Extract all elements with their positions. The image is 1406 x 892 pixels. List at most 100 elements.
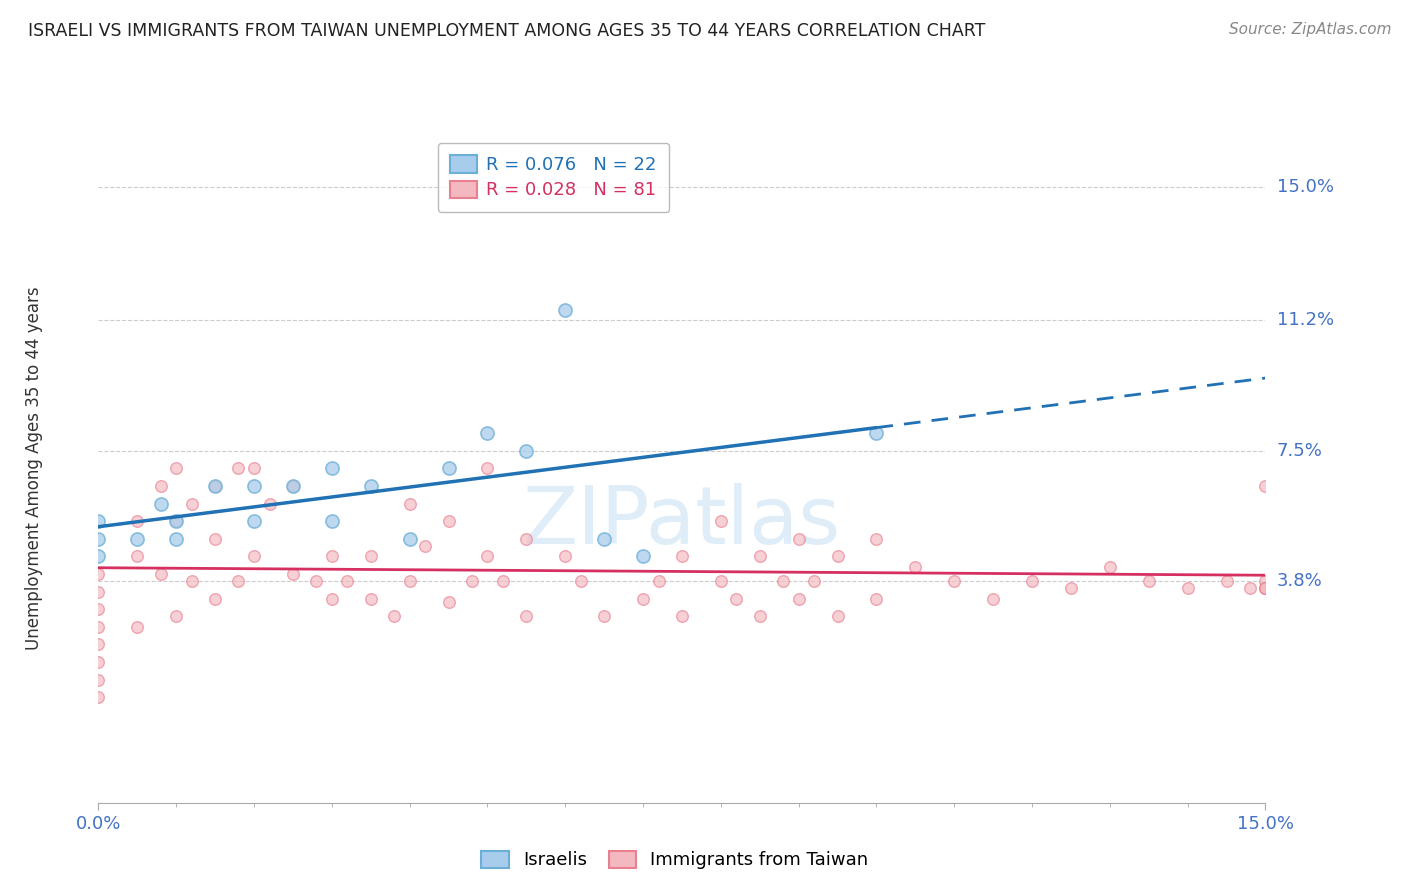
Point: [228, 461, 250, 475]
Point: [631, 591, 654, 606]
Point: [321, 549, 343, 564]
Point: [1254, 479, 1277, 493]
Point: [204, 532, 226, 546]
Point: [787, 532, 810, 546]
Point: [593, 609, 616, 624]
Point: [127, 620, 149, 634]
Point: [259, 496, 281, 510]
Point: [243, 461, 266, 475]
Point: [725, 591, 748, 606]
Point: [87, 566, 110, 581]
Point: [87, 690, 110, 705]
Text: 11.2%: 11.2%: [1277, 311, 1334, 329]
Text: 15.0%: 15.0%: [1277, 178, 1333, 195]
Point: [87, 584, 110, 599]
Point: [554, 302, 576, 317]
Point: [281, 479, 304, 493]
Point: [127, 549, 149, 564]
Point: [437, 514, 460, 528]
Point: [1060, 581, 1083, 595]
Point: [165, 609, 187, 624]
Point: [149, 496, 172, 510]
Point: [413, 539, 436, 553]
Point: [149, 566, 172, 581]
Point: [87, 637, 110, 651]
Point: [631, 549, 654, 564]
Point: [204, 479, 226, 493]
Text: Unemployment Among Ages 35 to 44 years: Unemployment Among Ages 35 to 44 years: [25, 286, 44, 650]
Point: [243, 549, 266, 564]
Point: [281, 566, 304, 581]
Point: [336, 574, 359, 588]
Text: 7.5%: 7.5%: [1277, 442, 1323, 459]
Point: [710, 574, 733, 588]
Point: [748, 609, 770, 624]
Legend: R = 0.076   N = 22, R = 0.028   N = 81: R = 0.076 N = 22, R = 0.028 N = 81: [437, 143, 669, 212]
Point: [360, 591, 382, 606]
Point: [904, 560, 927, 574]
Legend: Israelis, Immigrants from Taiwan: Israelis, Immigrants from Taiwan: [472, 842, 877, 879]
Point: [803, 574, 825, 588]
Point: [437, 595, 460, 609]
Point: [1254, 581, 1277, 595]
Point: [787, 591, 810, 606]
Point: [461, 574, 484, 588]
Point: [87, 673, 110, 687]
Point: [87, 514, 110, 528]
Point: [165, 532, 187, 546]
Point: [477, 461, 499, 475]
Point: [671, 609, 693, 624]
Point: [321, 514, 343, 528]
Point: [671, 549, 693, 564]
Point: [127, 514, 149, 528]
Point: [321, 591, 343, 606]
Point: [1215, 574, 1237, 588]
Point: [243, 514, 266, 528]
Point: [515, 609, 537, 624]
Point: [515, 532, 537, 546]
Point: [149, 479, 172, 493]
Point: [710, 514, 733, 528]
Point: [569, 574, 592, 588]
Point: [165, 514, 187, 528]
Point: [772, 574, 794, 588]
Point: [321, 461, 343, 475]
Point: [243, 479, 266, 493]
Point: [477, 549, 499, 564]
Point: [477, 426, 499, 441]
Point: [827, 609, 849, 624]
Text: Source: ZipAtlas.com: Source: ZipAtlas.com: [1229, 22, 1392, 37]
Point: [1254, 581, 1277, 595]
Point: [943, 574, 966, 588]
Point: [1254, 581, 1277, 595]
Point: [204, 591, 226, 606]
Point: [1254, 574, 1277, 588]
Point: [180, 496, 202, 510]
Point: [865, 532, 887, 546]
Point: [1137, 574, 1160, 588]
Point: [398, 574, 420, 588]
Point: [204, 479, 226, 493]
Point: [554, 549, 576, 564]
Point: [87, 655, 110, 669]
Point: [360, 479, 382, 493]
Point: [165, 514, 187, 528]
Point: [1239, 581, 1261, 595]
Point: [398, 496, 420, 510]
Point: [360, 549, 382, 564]
Point: [127, 532, 149, 546]
Point: [981, 591, 1004, 606]
Point: [1021, 574, 1043, 588]
Point: [437, 461, 460, 475]
Point: [492, 574, 515, 588]
Point: [165, 461, 187, 475]
Text: 3.8%: 3.8%: [1277, 572, 1322, 590]
Point: [305, 574, 328, 588]
Text: ISRAELI VS IMMIGRANTS FROM TAIWAN UNEMPLOYMENT AMONG AGES 35 TO 44 YEARS CORRELA: ISRAELI VS IMMIGRANTS FROM TAIWAN UNEMPL…: [28, 22, 986, 40]
Point: [87, 620, 110, 634]
Text: ZIPatlas: ZIPatlas: [523, 483, 841, 561]
Point: [1098, 560, 1121, 574]
Point: [647, 574, 669, 588]
Point: [748, 549, 770, 564]
Point: [87, 602, 110, 616]
